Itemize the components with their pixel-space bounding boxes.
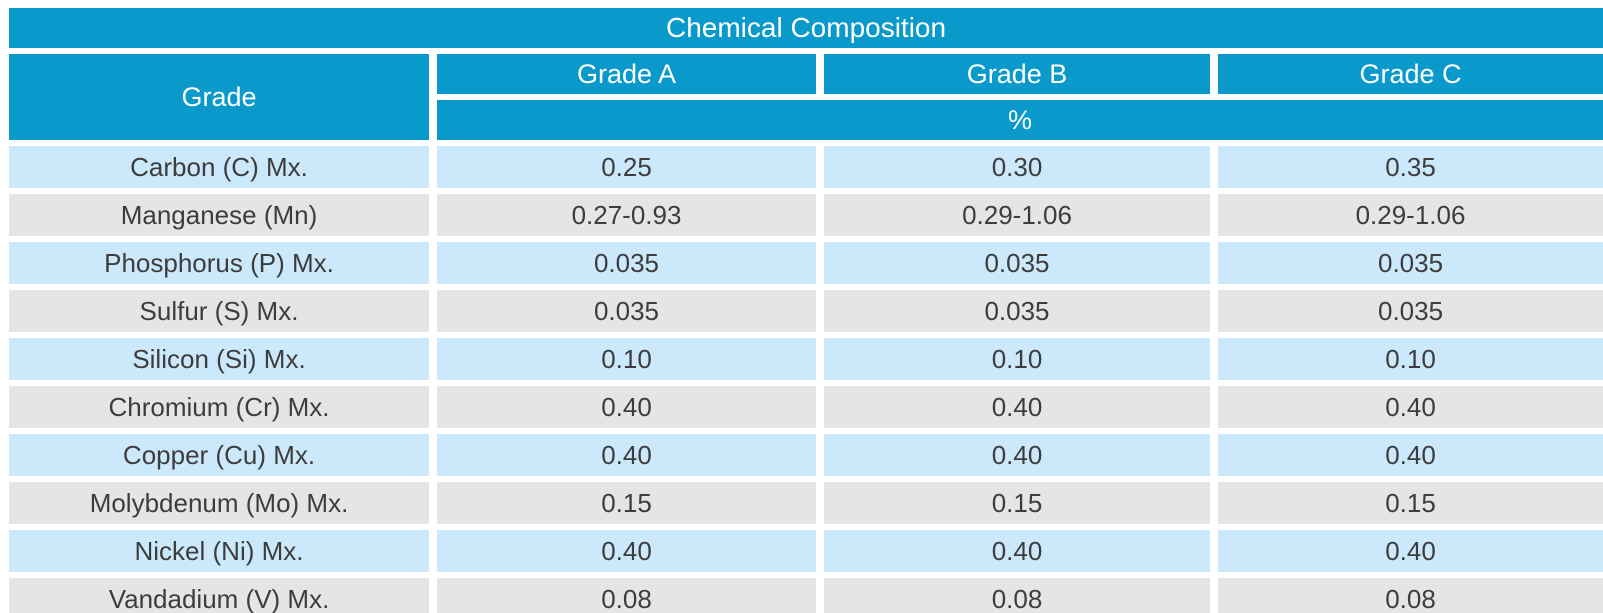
value-cell: 0.10 <box>437 338 824 386</box>
chemical-composition-table: Chemical Composition Grade Grade A Grade… <box>9 8 1603 613</box>
table-row: Manganese (Mn) 0.27-0.93 0.29-1.06 0.29-… <box>9 194 1603 242</box>
row-label: Nickel (Ni) Mx. <box>9 530 437 578</box>
row-label: Copper (Cu) Mx. <box>9 434 437 482</box>
table-row: Phosphorus (P) Mx. 0.035 0.035 0.035 <box>9 242 1603 290</box>
value-cell: 0.10 <box>1218 338 1603 386</box>
value-cell: 0.035 <box>824 242 1218 290</box>
value-cell: 0.25 <box>437 146 824 194</box>
value-cell: 0.40 <box>1218 434 1603 482</box>
value-cell: 0.15 <box>437 482 824 530</box>
table-header: Chemical Composition Grade Grade A Grade… <box>9 8 1603 146</box>
corner-header-grade: Grade <box>9 54 437 146</box>
value-cell: 0.40 <box>1218 386 1603 434</box>
value-cell: 0.035 <box>437 290 824 338</box>
value-cell: 0.035 <box>824 290 1218 338</box>
value-cell: 0.40 <box>437 434 824 482</box>
row-label: Chromium (Cr) Mx. <box>9 386 437 434</box>
table-row: Molybdenum (Mo) Mx. 0.15 0.15 0.15 <box>9 482 1603 530</box>
value-cell: 0.08 <box>1218 578 1603 613</box>
table-row: Silicon (Si) Mx. 0.10 0.10 0.10 <box>9 338 1603 386</box>
value-cell: 0.10 <box>824 338 1218 386</box>
value-cell: 0.29-1.06 <box>1218 194 1603 242</box>
value-cell: 0.40 <box>437 386 824 434</box>
table-row: Chromium (Cr) Mx. 0.40 0.40 0.40 <box>9 386 1603 434</box>
value-cell: 0.035 <box>437 242 824 290</box>
value-cell: 0.15 <box>824 482 1218 530</box>
row-label: Silicon (Si) Mx. <box>9 338 437 386</box>
value-cell: 0.40 <box>824 434 1218 482</box>
value-cell: 0.40 <box>437 530 824 578</box>
row-label: Phosphorus (P) Mx. <box>9 242 437 290</box>
value-cell: 0.40 <box>1218 530 1603 578</box>
column-header-grade-c: Grade C <box>1218 54 1603 100</box>
column-header-grade-a: Grade A <box>437 54 824 100</box>
value-cell: 0.40 <box>824 386 1218 434</box>
row-label: Molybdenum (Mo) Mx. <box>9 482 437 530</box>
table-row: Sulfur (S) Mx. 0.035 0.035 0.035 <box>9 290 1603 338</box>
table-row: Vandadium (V) Mx. 0.08 0.08 0.08 <box>9 578 1603 613</box>
value-cell: 0.08 <box>437 578 824 613</box>
unit-header-percent: % <box>437 100 1603 146</box>
row-label: Carbon (C) Mx. <box>9 146 437 194</box>
row-label: Vandadium (V) Mx. <box>9 578 437 613</box>
value-cell: 0.035 <box>1218 290 1603 338</box>
value-cell: 0.08 <box>824 578 1218 613</box>
column-header-grade-b: Grade B <box>824 54 1218 100</box>
unit-header-row: % <box>9 100 1603 146</box>
row-label: Manganese (Mn) <box>9 194 437 242</box>
title-row: Chemical Composition <box>9 8 1603 54</box>
value-cell: 0.035 <box>1218 242 1603 290</box>
value-cell: 0.29-1.06 <box>824 194 1218 242</box>
table-row: Copper (Cu) Mx. 0.40 0.40 0.40 <box>9 434 1603 482</box>
row-label: Sulfur (S) Mx. <box>9 290 437 338</box>
table-title: Chemical Composition <box>9 8 1603 54</box>
value-cell: 0.27-0.93 <box>437 194 824 242</box>
value-cell: 0.30 <box>824 146 1218 194</box>
table-row: Nickel (Ni) Mx. 0.40 0.40 0.40 <box>9 530 1603 578</box>
value-cell: 0.15 <box>1218 482 1603 530</box>
grade-header-row: Grade Grade A Grade B Grade C <box>9 54 1603 146</box>
value-cell: 0.40 <box>824 530 1218 578</box>
table-row: Carbon (C) Mx. 0.25 0.30 0.35 <box>9 146 1603 194</box>
table-body: Carbon (C) Mx. 0.25 0.30 0.35 Manganese … <box>9 146 1603 613</box>
value-cell: 0.35 <box>1218 146 1603 194</box>
